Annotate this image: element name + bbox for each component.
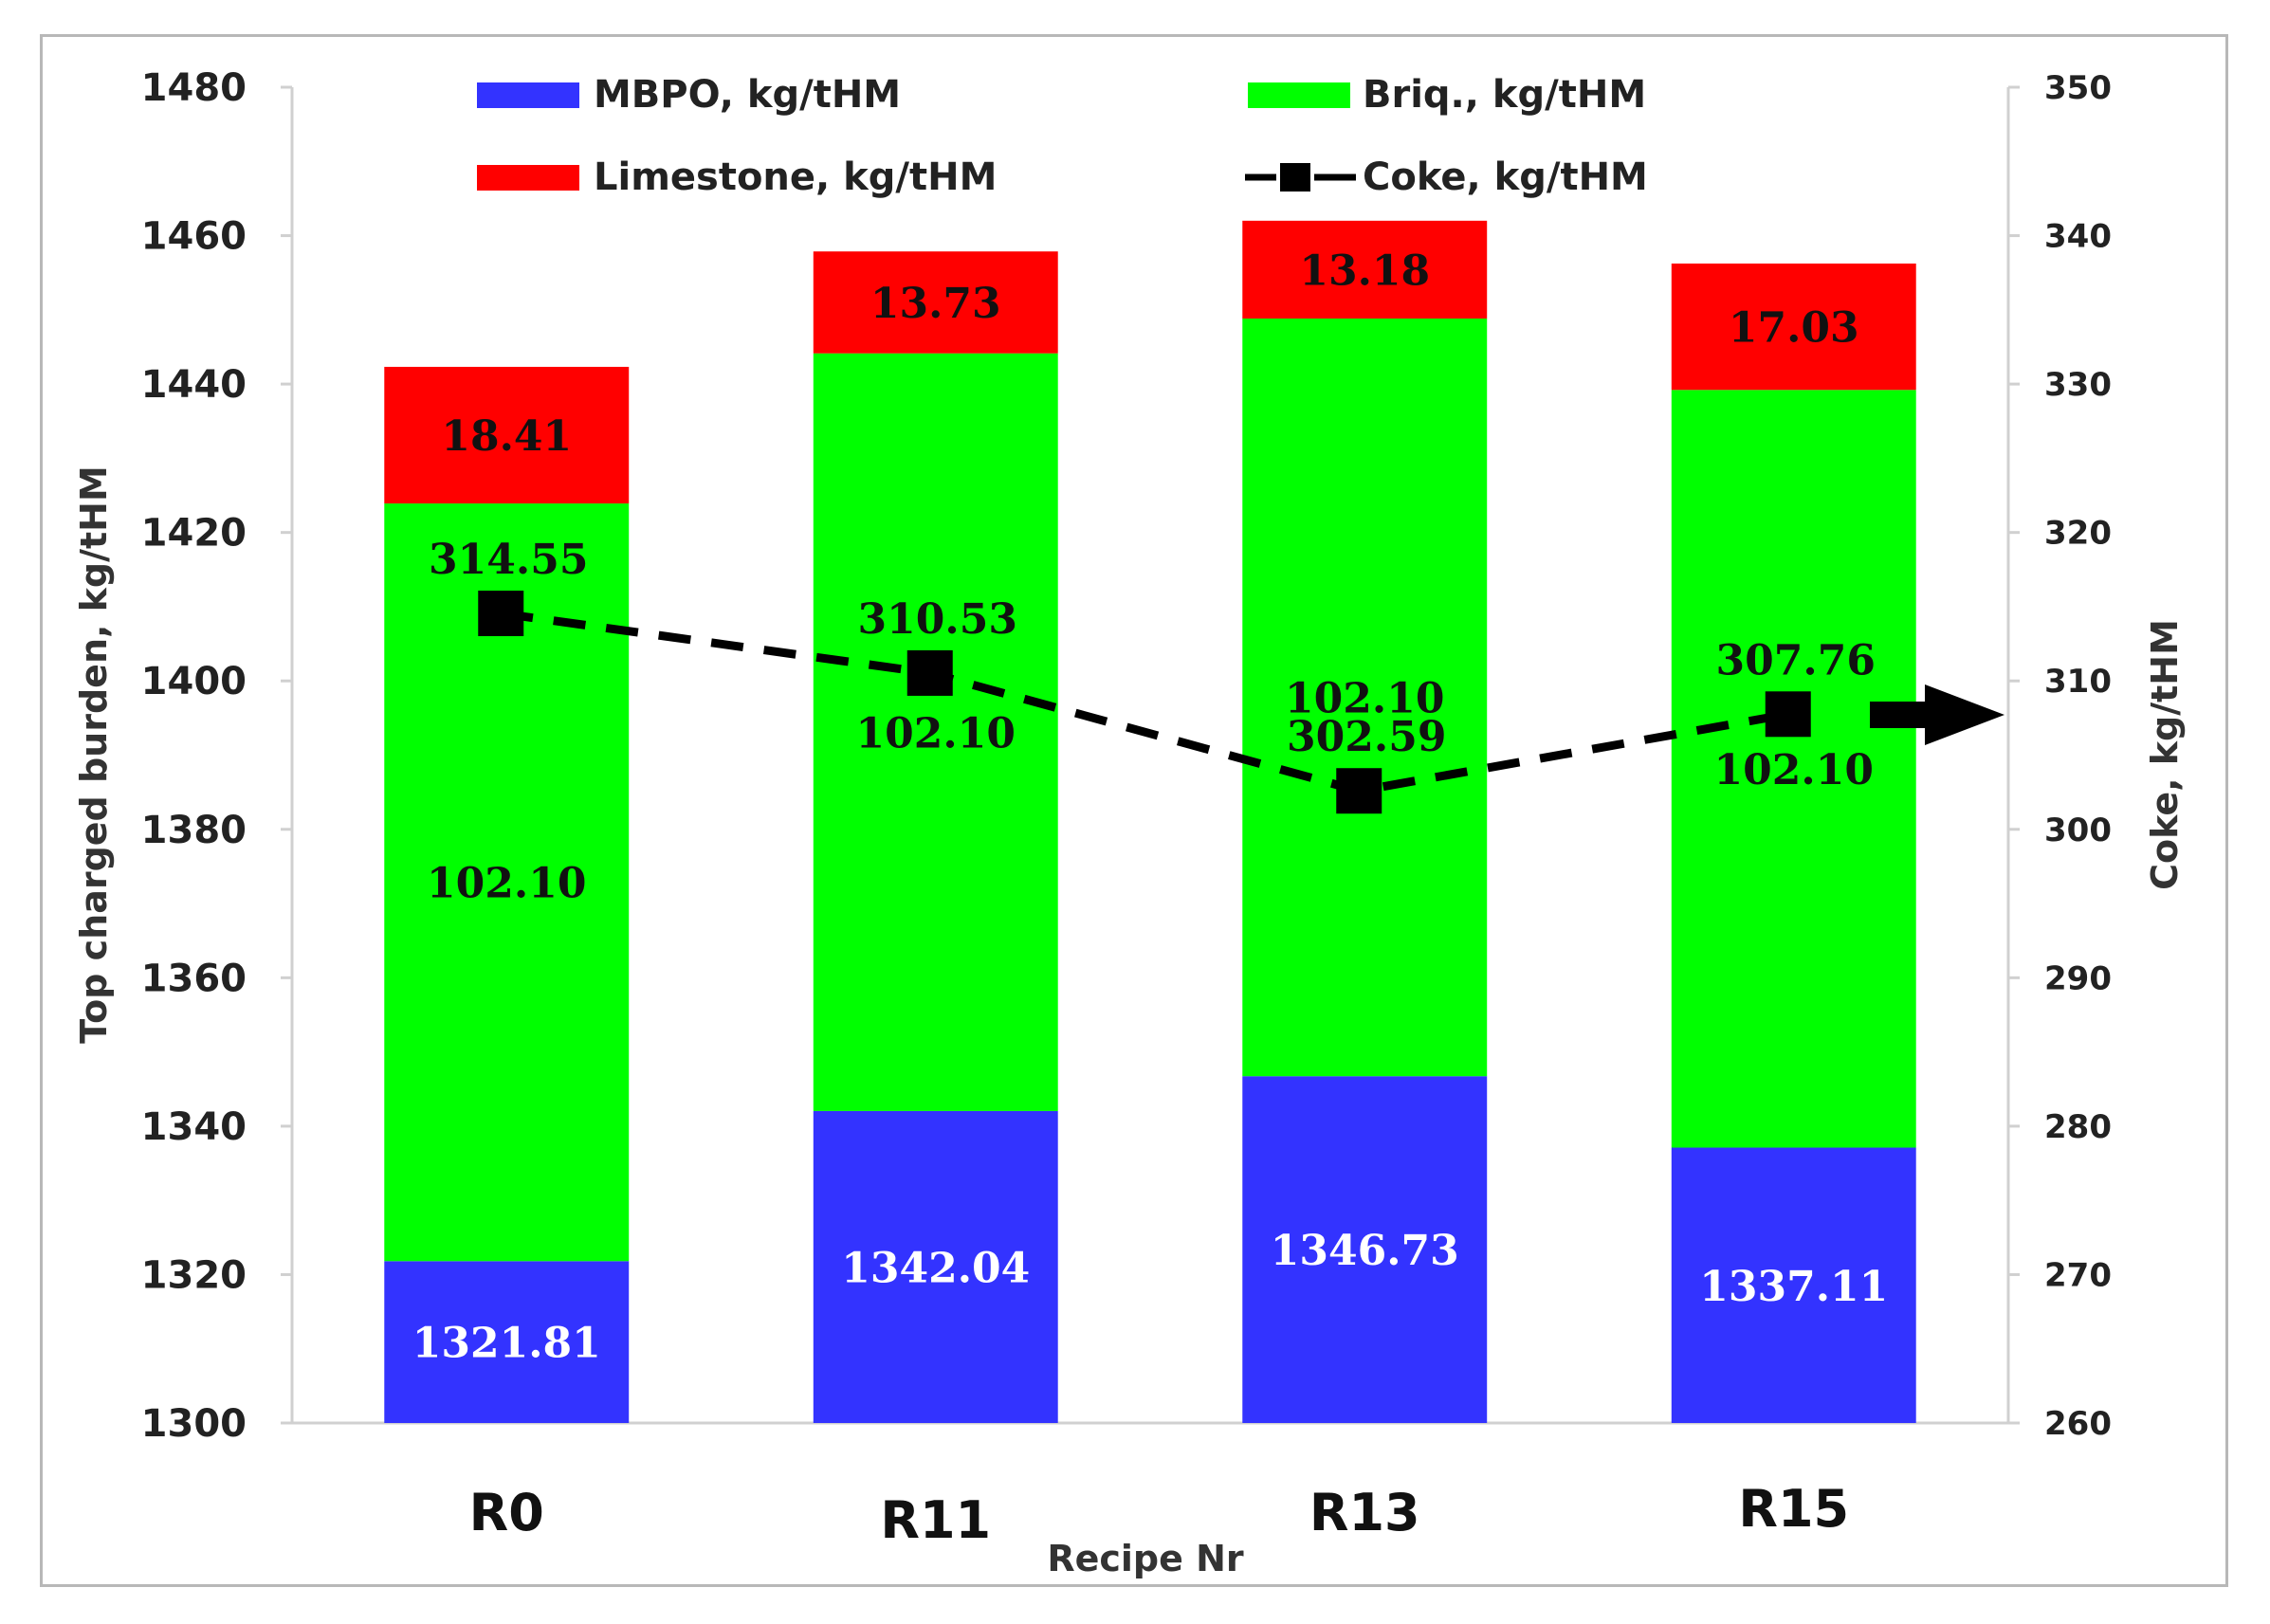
y-tick-label: 1460	[141, 215, 247, 259]
coke-line-series	[478, 590, 1811, 814]
y2-tick-label: 290	[2044, 959, 2112, 997]
bar-segment-mbpo-r0	[384, 1261, 630, 1423]
legend-label-briq: Briq., kg/tHM	[1363, 73, 1646, 117]
category-label-r13: R13	[1309, 1483, 1420, 1542]
bar-label-briq-r13: 102.10	[1285, 675, 1444, 723]
y2-tick-label: 350	[2044, 69, 2112, 107]
bar-segment-mbpo-r13	[1242, 1076, 1488, 1423]
y2-tick-label: 280	[2044, 1108, 2112, 1146]
bar-segment-limestone-r13	[1242, 220, 1488, 319]
y-tick-label: 1360	[141, 957, 247, 1000]
right-axis-ticks: 260 270 280 290 300 310 320 330 340 350	[2008, 69, 2112, 1443]
coke-marker-r15	[1765, 691, 1811, 738]
right-axis-arrow	[1870, 684, 2005, 745]
bar-label-limestone-r11: 13.73	[870, 280, 1001, 328]
coke-label-r13: 302.59	[1287, 713, 1446, 761]
bar-label-briq-r15: 102.10	[1714, 746, 1874, 794]
bar-label-limestone-r0: 18.41	[441, 412, 572, 461]
bar-segment-limestone-r11	[813, 251, 1058, 354]
bar-label-briq-r0: 102.10	[427, 860, 586, 908]
coke-line-path	[500, 609, 1789, 795]
category-label-r15: R15	[1738, 1479, 1849, 1539]
bar-label-mbpo-r15: 1337.11	[1699, 1263, 1888, 1311]
y-tick-label: 1420	[141, 512, 247, 556]
bar-segment-briq-r15	[1671, 390, 1916, 1148]
bar-data-labels: 1321.81 102.10 18.41 1342.04 102.10 13.73 1346…	[412, 246, 1889, 1367]
y-axis-title: Top charged burden, kg/tHM	[73, 465, 115, 1044]
bar-segment-limestone-r0	[384, 366, 630, 504]
y2-tick-label: 260	[2044, 1405, 2112, 1443]
y2-tick-label: 320	[2044, 515, 2112, 553]
coke-label-r15: 307.76	[1716, 636, 1876, 684]
y-tick-label: 1380	[141, 809, 247, 852]
legend-label-mbpo: MBPO, kg/tHM	[594, 73, 901, 117]
bar-label-mbpo-r0: 1321.81	[412, 1320, 601, 1368]
y-tick-label: 1480	[141, 66, 247, 110]
y-tick-label: 1340	[141, 1105, 247, 1149]
legend-swatch-limestone	[477, 165, 579, 191]
bar-label-briq-r11: 102.10	[856, 709, 1016, 757]
category-labels: R0 R11 R13 R15	[469, 1479, 1849, 1550]
y2-tick-label: 270	[2044, 1256, 2112, 1294]
category-label-r0: R0	[469, 1483, 544, 1542]
x-axis-title: Recipe Nr	[1047, 1538, 1244, 1579]
bar-segment-briq-r13	[1242, 318, 1488, 1077]
y2-tick-label: 310	[2044, 663, 2112, 701]
legend-swatch-briq	[1248, 82, 1350, 108]
y-tick-label: 1300	[141, 1402, 247, 1446]
y2-tick-label: 300	[2044, 812, 2112, 849]
y-tick-label: 1400	[141, 660, 247, 703]
y2-axis-title: Coke, kg/tHM	[2144, 619, 2186, 890]
bar-label-limestone-r15: 17.03	[1729, 304, 1859, 353]
left-axis-ticks: 1300 1320 1340 1360 1380 1400 1420 1440 1460 1480	[141, 66, 292, 1446]
coke-label-r11: 310.53	[858, 595, 1017, 644]
coke-marker-r11	[906, 649, 953, 696]
coke-marker-r0	[478, 590, 524, 636]
legend: MBPO, kg/tHM Briq., kg/tHM Limestone, kg…	[477, 73, 1648, 199]
bar-label-mbpo-r11: 1342.04	[841, 1244, 1030, 1292]
bars	[384, 220, 1916, 1423]
chart-frame	[40, 34, 2228, 1587]
y-tick-label: 1320	[141, 1253, 247, 1297]
bar-segment-mbpo-r11	[813, 1110, 1058, 1423]
bar-label-limestone-r13: 13.18	[1299, 246, 1430, 295]
coke-marker-r13	[1336, 768, 1382, 814]
bar-label-mbpo-r13: 1346.73	[1271, 1227, 1459, 1275]
coke-data-labels: 314.55 310.53 302.59 307.76	[429, 536, 1876, 761]
legend-label-coke: Coke, kg/tHM	[1363, 155, 1648, 199]
category-label-r11: R11	[880, 1490, 991, 1550]
legend-swatch-coke	[1245, 163, 1356, 192]
y2-tick-label: 340	[2044, 218, 2112, 256]
legend-swatch-mbpo	[477, 82, 579, 108]
bar-segment-limestone-r15	[1671, 263, 1916, 391]
legend-label-limestone: Limestone, kg/tHM	[594, 155, 997, 199]
y-tick-label: 1440	[141, 363, 247, 407]
bar-segment-briq-r11	[813, 353, 1058, 1111]
bar-segment-mbpo-r15	[1671, 1147, 1916, 1423]
coke-label-r0: 314.55	[429, 536, 588, 584]
y2-tick-label: 330	[2044, 366, 2112, 404]
